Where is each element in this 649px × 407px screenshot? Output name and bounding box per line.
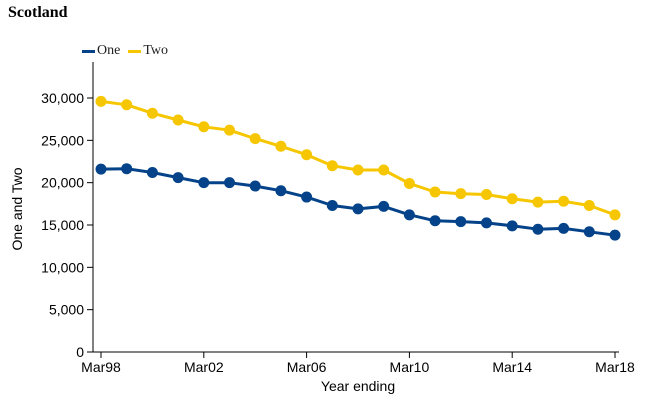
data-point-two[interactable]	[532, 196, 544, 208]
data-point-one[interactable]	[481, 217, 492, 229]
data-point-one[interactable]	[121, 163, 133, 175]
data-point-two[interactable]	[224, 124, 235, 136]
data-point-two[interactable]	[455, 188, 467, 200]
data-point-one[interactable]	[429, 215, 441, 227]
data-point-one[interactable]	[455, 216, 467, 228]
data-point-two[interactable]	[326, 160, 338, 172]
legend-label-one: One	[97, 43, 121, 58]
data-point-one[interactable]	[198, 177, 210, 189]
y-tick-label: 5,000	[49, 302, 84, 318]
data-point-two[interactable]	[198, 121, 210, 133]
y-tick-label: 0	[76, 344, 84, 360]
data-point-two[interactable]	[558, 195, 570, 207]
data-point-two[interactable]	[506, 193, 518, 205]
data-point-two[interactable]	[172, 114, 184, 126]
y-tick-label: 30,000	[41, 90, 84, 106]
x-tick-label: Mar02	[184, 359, 224, 375]
legend: One Two	[82, 43, 176, 59]
y-tick-label: 20,000	[41, 175, 84, 191]
data-point-one[interactable]	[583, 226, 595, 238]
data-point-one[interactable]	[378, 200, 390, 212]
data-point-two[interactable]	[609, 209, 621, 221]
legend-label-two: Two	[143, 43, 169, 58]
series-layer	[95, 95, 621, 241]
data-point-two[interactable]	[95, 95, 107, 107]
y-axis: 0 5,000 10,000 15,000 20,000 25,000 30,000	[41, 62, 94, 360]
x-tick-label: Mar98	[81, 359, 121, 375]
chart-title: Scotland	[8, 4, 68, 21]
data-point-two[interactable]	[249, 133, 261, 145]
data-point-one[interactable]	[558, 222, 570, 234]
y-tick-label: 25,000	[41, 132, 84, 148]
data-point-one[interactable]	[249, 180, 261, 192]
x-tick-label: Mar06	[287, 359, 327, 375]
legend-item-two[interactable]: Two	[128, 43, 168, 59]
legend-swatch-one	[82, 49, 95, 53]
x-axis: Mar98 Mar02 Mar06 Mar10 Mar14 Mar18	[81, 351, 635, 375]
data-point-one[interactable]	[352, 203, 364, 215]
data-point-two[interactable]	[481, 189, 492, 201]
x-axis-label: Year ending	[321, 378, 395, 394]
data-point-two[interactable]	[121, 99, 133, 111]
y-axis-label: One and Two	[9, 167, 25, 250]
data-point-one[interactable]	[224, 177, 235, 189]
data-point-two[interactable]	[429, 186, 441, 198]
data-point-two[interactable]	[275, 140, 287, 152]
data-point-one[interactable]	[532, 223, 544, 235]
data-point-one[interactable]	[146, 167, 158, 179]
data-point-two[interactable]	[583, 200, 595, 212]
data-point-one[interactable]	[275, 185, 287, 197]
y-tick-label: 10,000	[41, 259, 84, 275]
data-point-two[interactable]	[352, 164, 364, 176]
x-tick-label: Mar18	[595, 359, 635, 375]
data-point-two[interactable]	[403, 178, 415, 190]
data-point-one[interactable]	[172, 172, 184, 184]
legend-swatch-two	[128, 49, 142, 53]
data-point-one[interactable]	[326, 200, 338, 212]
data-point-one[interactable]	[609, 229, 621, 241]
data-point-one[interactable]	[301, 191, 313, 203]
y-tick-label: 15,000	[41, 217, 84, 233]
x-tick-label: Mar10	[390, 359, 430, 375]
legend-item-one[interactable]: One	[82, 43, 120, 59]
data-point-two[interactable]	[146, 107, 158, 119]
data-point-two[interactable]	[301, 149, 313, 161]
data-point-one[interactable]	[95, 163, 107, 175]
data-point-two[interactable]	[378, 164, 390, 176]
data-point-one[interactable]	[506, 220, 518, 232]
x-tick-label: Mar14	[492, 359, 532, 375]
data-point-one[interactable]	[403, 209, 415, 221]
